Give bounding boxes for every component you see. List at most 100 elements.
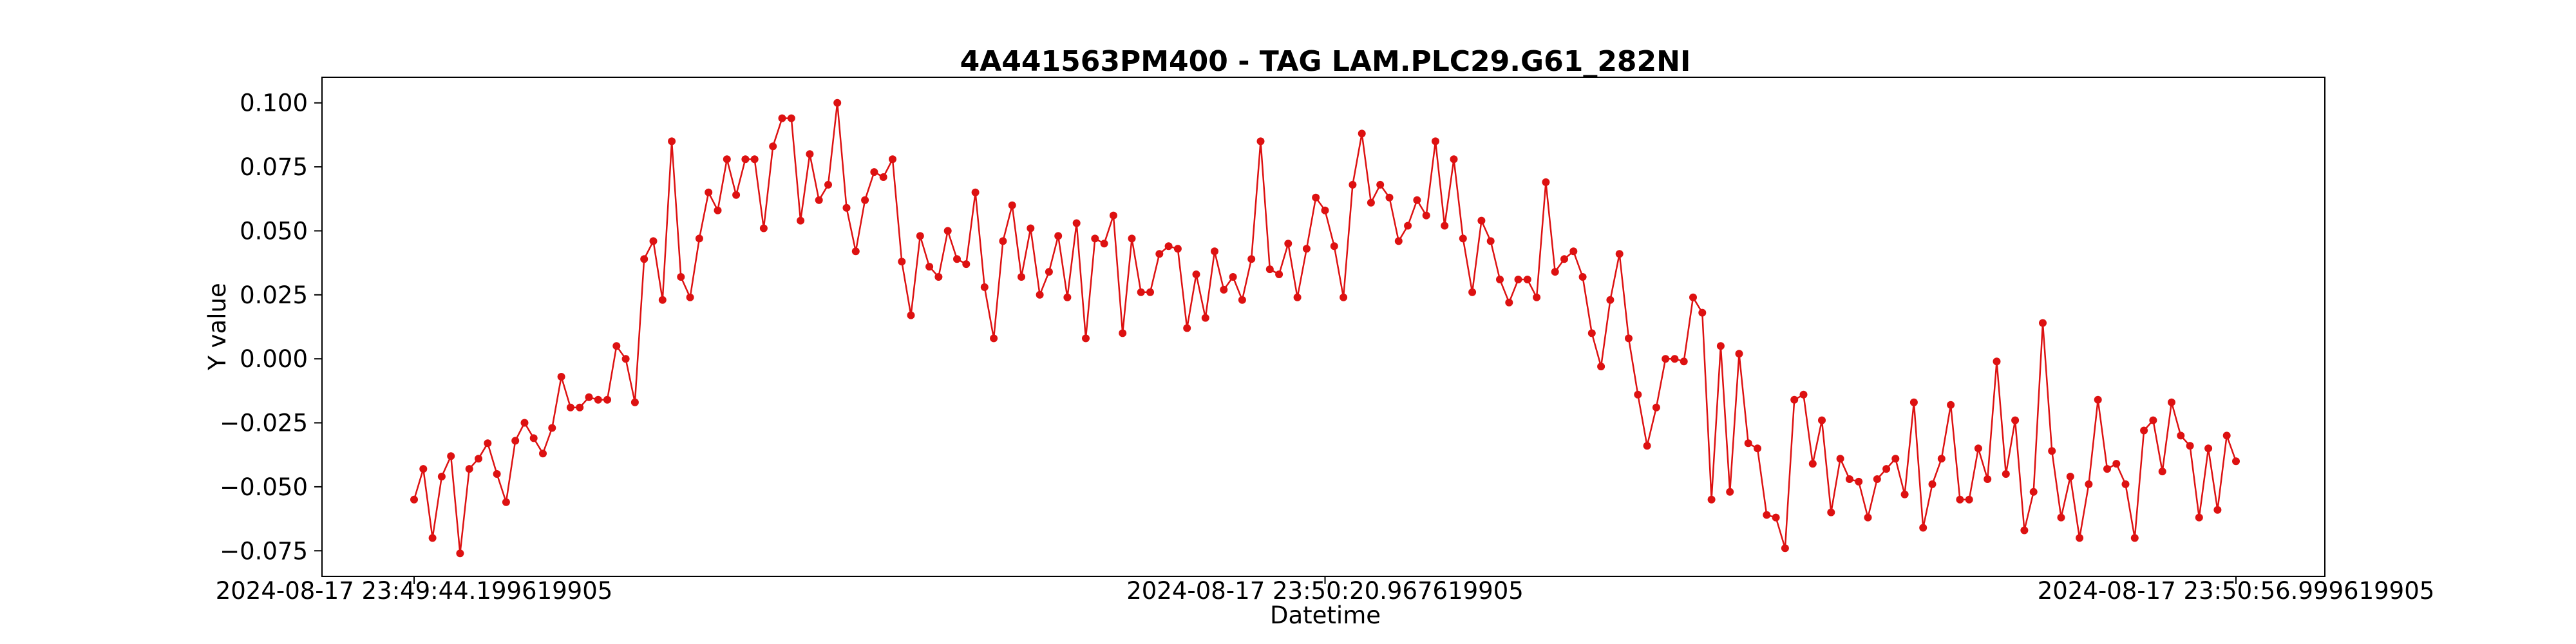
data-point xyxy=(1173,245,1182,253)
data-point xyxy=(677,273,685,281)
data-point xyxy=(1376,180,1385,189)
data-point xyxy=(1514,276,1522,283)
data-point xyxy=(1799,390,1808,399)
data-point xyxy=(1643,442,1651,450)
data-point xyxy=(585,393,593,401)
data-point xyxy=(907,311,915,319)
data-point xyxy=(1845,475,1853,483)
data-point xyxy=(484,439,492,448)
y-tick-label: 0.050 xyxy=(240,217,308,245)
data-point xyxy=(1634,390,1642,399)
data-point xyxy=(833,99,842,107)
data-point xyxy=(668,137,676,146)
data-point xyxy=(1486,237,1495,245)
data-point xyxy=(603,395,611,404)
data-point xyxy=(511,437,520,445)
data-point xyxy=(1496,276,1504,283)
data-point xyxy=(1137,288,1145,296)
data-point xyxy=(428,534,437,542)
data-point xyxy=(2094,395,2102,404)
data-point xyxy=(548,424,556,432)
data-point xyxy=(630,398,639,406)
data-point xyxy=(557,373,565,381)
data-point xyxy=(1698,308,1707,317)
data-point xyxy=(2222,431,2231,440)
data-point xyxy=(815,196,823,204)
data-point xyxy=(1340,293,1348,301)
data-point xyxy=(1680,357,1688,366)
data-point xyxy=(1119,329,1127,337)
y-axis: 0.100 0.075 0.050 0.025 0.000 −0.025 −0.050 −0.… xyxy=(220,90,322,565)
data-point xyxy=(714,206,722,214)
data-point xyxy=(1229,273,1237,281)
data-point xyxy=(879,173,887,181)
data-point xyxy=(1625,334,1633,343)
data-point xyxy=(1128,234,1136,243)
data-point xyxy=(1164,242,1173,251)
data-point xyxy=(1404,222,1412,230)
data-point xyxy=(889,155,896,164)
data-point xyxy=(2057,513,2065,522)
data-point xyxy=(1873,475,1881,483)
data-point xyxy=(1615,250,1624,258)
data-point xyxy=(925,263,934,271)
data-point xyxy=(1606,296,1615,304)
data-point xyxy=(1155,250,1164,258)
data-point xyxy=(1468,288,1477,296)
data-point xyxy=(1984,475,1992,483)
data-point xyxy=(1275,270,1283,278)
data-point xyxy=(520,419,529,427)
data-point xyxy=(2002,470,2010,478)
data-point xyxy=(1413,196,1421,204)
x-tick-label: 2024-08-17 23:50:56.999619905 xyxy=(2038,577,2435,605)
data-point xyxy=(1855,477,1863,486)
data-point xyxy=(1054,232,1063,240)
data-point xyxy=(1560,255,1568,263)
data-point xyxy=(1256,137,1265,146)
y-tick-label: 0.100 xyxy=(240,90,308,117)
x-axis: 2024-08-17 23:49:44.199619905 2024-08-17 … xyxy=(216,576,2435,605)
data-point xyxy=(1726,488,1734,496)
data-point xyxy=(1790,395,1799,404)
data-point xyxy=(1900,490,1909,498)
data-point xyxy=(649,237,658,245)
data-point xyxy=(1036,290,1044,299)
data-point xyxy=(529,434,538,442)
data-point xyxy=(1146,288,1154,296)
data-point xyxy=(1293,293,1302,301)
data-point xyxy=(2232,457,2240,466)
data-point xyxy=(870,168,878,176)
data-point xyxy=(2168,398,2175,406)
data-point xyxy=(851,247,860,256)
data-point xyxy=(1671,355,1679,363)
data-point xyxy=(2140,426,2148,435)
data-point xyxy=(1523,276,1531,283)
data-point xyxy=(990,334,998,343)
data-point xyxy=(1072,219,1081,227)
data-point xyxy=(1063,293,1072,301)
data-point xyxy=(1008,201,1016,209)
data-point xyxy=(621,355,630,363)
data-point xyxy=(1045,268,1053,276)
data-point xyxy=(1220,285,1228,294)
data-point xyxy=(1919,524,1927,532)
data-point xyxy=(1928,480,1937,488)
data-point xyxy=(1018,273,1025,281)
data-point xyxy=(732,191,741,199)
data-point xyxy=(1330,242,1338,251)
data-point xyxy=(594,395,602,404)
data-point xyxy=(2039,319,2047,327)
data-point xyxy=(566,403,574,412)
data-point xyxy=(465,465,473,473)
data-point xyxy=(686,293,694,301)
chart-title: 4A441563PM400 - TAG LAM.PLC29.G61_282NI xyxy=(960,45,1691,78)
data-point xyxy=(1772,513,1780,522)
data-point xyxy=(1183,324,1191,332)
data-point xyxy=(475,455,482,463)
data-point xyxy=(447,452,455,460)
data-point xyxy=(1459,234,1467,243)
data-point xyxy=(1882,465,1891,473)
data-point xyxy=(943,227,952,235)
data-point xyxy=(1587,329,1596,337)
data-point xyxy=(723,155,731,164)
